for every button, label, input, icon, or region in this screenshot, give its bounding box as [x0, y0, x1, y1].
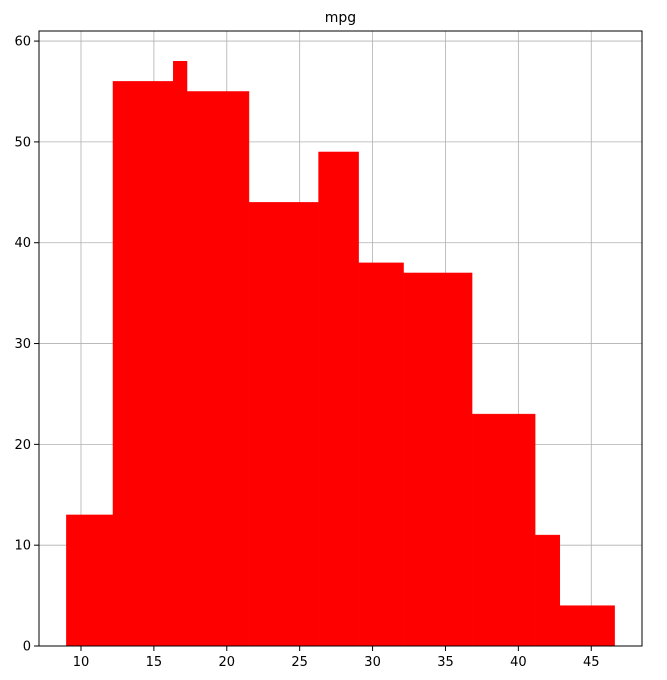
- histogram-bar-10: [559, 605, 604, 647]
- histogram-bar-6: [358, 262, 404, 647]
- y-tick-label-6: 60: [14, 35, 31, 50]
- histogram-bar-5: [318, 151, 359, 647]
- histogram-bar-2: [173, 60, 188, 647]
- histogram-bar-3: [186, 91, 250, 647]
- histogram-bars: [66, 60, 615, 647]
- x-tick-label-3: 25: [291, 655, 308, 670]
- y-tick-label-1: 10: [14, 539, 31, 554]
- histogram-bar-1: [112, 81, 174, 647]
- histogram-bar-4: [248, 202, 319, 647]
- histogram-bar-7: [403, 272, 473, 647]
- y-tick-label-2: 20: [14, 438, 31, 453]
- y-tick-label-5: 50: [14, 135, 31, 150]
- chart-title: mpg: [325, 10, 356, 26]
- x-tick-label-6: 40: [510, 655, 527, 670]
- x-tick-label-4: 30: [364, 655, 381, 670]
- axis-ticks: 10 15 20 25 30 35 40 45 0 10 20 30 40 50 60: [14, 35, 599, 670]
- histogram-bar-0: [66, 514, 114, 647]
- y-tick-label-0: 0: [23, 640, 31, 655]
- histogram-bar-11: [603, 605, 615, 647]
- x-tick-label-5: 35: [437, 655, 454, 670]
- x-tick-label-7: 45: [583, 655, 600, 670]
- x-tick-label-1: 15: [146, 655, 163, 670]
- x-tick-label-0: 10: [73, 655, 90, 670]
- histogram-bar-9: [534, 534, 561, 647]
- y-tick-label-3: 30: [14, 337, 31, 352]
- y-tick-label-4: 40: [14, 236, 31, 251]
- plot-frame: [38, 30, 643, 647]
- x-tick-label-2: 20: [219, 655, 236, 670]
- histogram-bar-8: [471, 413, 536, 647]
